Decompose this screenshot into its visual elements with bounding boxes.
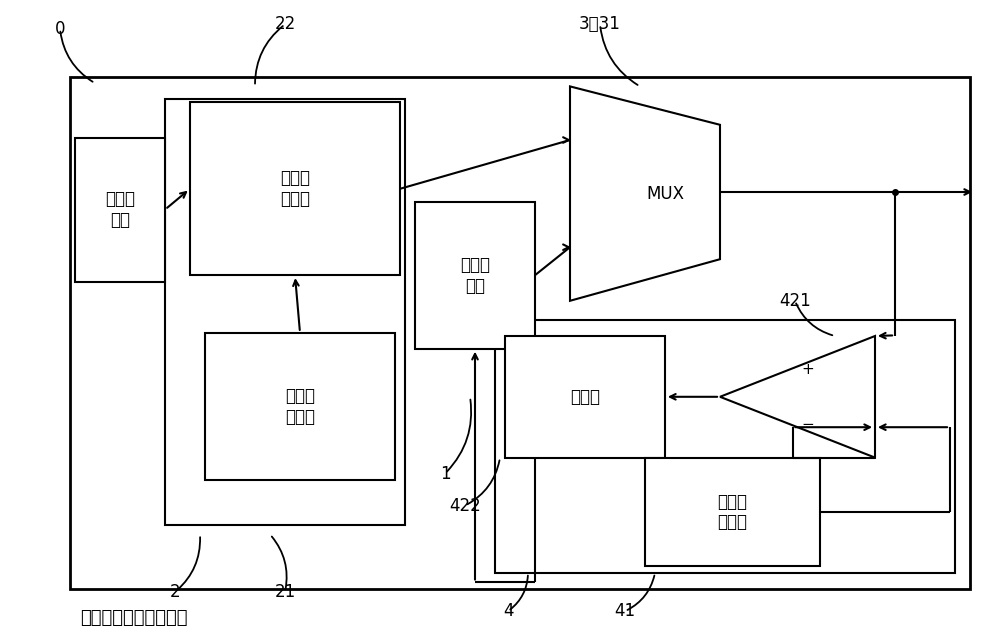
Bar <box>70 77 970 589</box>
Polygon shape <box>720 336 875 458</box>
Text: MUX: MUX <box>646 184 684 203</box>
Bar <box>505 336 665 458</box>
Bar <box>495 320 955 573</box>
Text: 2: 2 <box>170 583 180 601</box>
Text: 3、31: 3、31 <box>579 15 621 33</box>
Text: 421: 421 <box>779 292 811 310</box>
Text: 驱动电
压端: 驱动电 压端 <box>105 190 135 229</box>
Bar <box>75 138 165 282</box>
Polygon shape <box>570 86 720 301</box>
Text: 电压加
和模块: 电压加 和模块 <box>280 170 310 208</box>
Bar <box>205 333 395 480</box>
Text: −: − <box>801 417 814 431</box>
Text: 21: 21 <box>274 583 296 601</box>
Bar <box>645 458 820 566</box>
Text: 定电压
单元: 定电压 单元 <box>460 256 490 294</box>
Text: +: + <box>801 362 814 377</box>
Text: 1: 1 <box>440 465 450 483</box>
Text: 41: 41 <box>614 602 636 620</box>
Text: 22: 22 <box>274 15 296 33</box>
Text: 偏离电
压模块: 偏离电 压模块 <box>285 387 315 426</box>
Text: 阈值电
压模块: 阈值电 压模块 <box>717 493 747 531</box>
Text: 4: 4 <box>503 602 513 620</box>
Text: 422: 422 <box>449 497 481 515</box>
Bar <box>415 202 535 349</box>
Text: 0: 0 <box>55 20 65 38</box>
Bar <box>190 102 400 275</box>
Text: 伽马标准电压产生电路: 伽马标准电压产生电路 <box>80 609 188 627</box>
Text: 控制器: 控制器 <box>570 388 600 406</box>
Bar <box>165 99 405 525</box>
